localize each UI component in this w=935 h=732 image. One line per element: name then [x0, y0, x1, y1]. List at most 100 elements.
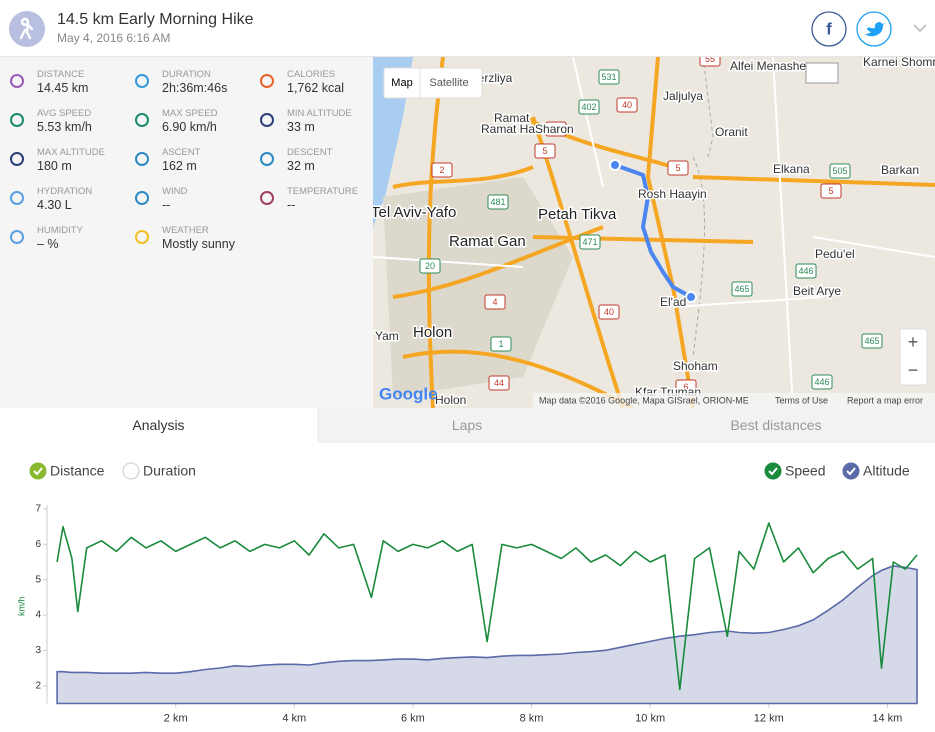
stat-value: 2h:36m:46s	[162, 81, 228, 95]
road-shield	[487, 194, 509, 210]
stats-panel: Distance 14.45 km Duration 2h:36m:46s Calori…	[0, 57, 373, 408]
twitter-glyph	[865, 22, 885, 37]
x-mode-toggle[interactable]	[122, 462, 140, 480]
map-roads	[373, 57, 935, 408]
stat-icon	[260, 74, 274, 88]
map-label: Beit Arye	[793, 284, 841, 298]
map-label: Karnei Shomron	[863, 57, 935, 69]
y-tick-label: 6	[35, 539, 41, 550]
y-tick-label: 5	[35, 574, 41, 585]
tab-best-distances[interactable]: Best distances	[617, 408, 935, 443]
road-shield	[820, 183, 842, 199]
map-label: Rosh Haayin	[638, 187, 707, 201]
stat-value: 4.30 L	[37, 198, 72, 212]
road-shield-label: 465	[864, 336, 879, 346]
map-label: Petah Tikva	[538, 206, 617, 223]
legend-label[interactable]: Speed	[785, 463, 825, 479]
terms-link[interactable]: Terms of Use	[775, 395, 828, 405]
header: 14.5 km Early Morning Hike May 4, 2016 6…	[0, 0, 935, 57]
map-highways	[392, 57, 935, 408]
x-tick-label: 4 km	[282, 712, 306, 724]
stat-label: Avg speed	[37, 108, 92, 119]
stat-value: --	[287, 198, 296, 212]
road-shield-label: 505	[832, 166, 847, 176]
expand-chevron[interactable]	[913, 24, 927, 33]
header-bg	[0, 0, 935, 57]
stat-icon	[10, 191, 24, 205]
stat-value: --	[162, 198, 171, 212]
stat-label: Duration	[162, 69, 211, 80]
stat-label: Ascent	[162, 147, 201, 158]
tab-analysis[interactable]: Analysis	[0, 408, 317, 443]
map-label: Tel Aviv-Yafo	[373, 204, 456, 221]
check-glyph	[768, 467, 778, 476]
facebook-button[interactable]	[811, 11, 847, 47]
google-logo: Google	[379, 384, 438, 403]
tab-laps[interactable]: Laps	[317, 408, 617, 443]
road-shield	[699, 57, 721, 67]
stat-label: Wind	[162, 186, 188, 197]
stat-label: Calories	[287, 69, 336, 80]
zoom-out[interactable]: −	[908, 360, 919, 380]
road-shield	[667, 160, 689, 176]
stat-value: 33 m	[287, 120, 315, 134]
zoom-control	[899, 328, 928, 386]
legend-toggle[interactable]	[764, 462, 782, 480]
road-shield-label: 20	[425, 261, 435, 271]
road-shield-label: 40	[622, 100, 632, 110]
map-label: Ramat	[494, 111, 530, 125]
road-shield-label: 481	[490, 197, 505, 207]
stat-icon	[10, 113, 24, 127]
satellite-button[interactable]: Satellite	[429, 77, 468, 89]
map-label: Yam	[375, 329, 399, 343]
map-label: Shoham	[673, 359, 718, 373]
legend-label[interactable]: Altitude	[863, 463, 910, 479]
route-end	[685, 291, 697, 303]
road-shield	[731, 281, 753, 297]
road-shield	[579, 234, 601, 250]
y-axis-label: km/h	[16, 596, 26, 616]
stat-icon	[260, 191, 274, 205]
road-shield	[545, 121, 567, 137]
map-label: El'ad	[660, 295, 686, 309]
legend-toggle[interactable]	[842, 462, 860, 480]
stat-icon	[135, 74, 149, 88]
x-tick-label: 10 km	[635, 712, 665, 724]
map-label: Jaljulya	[663, 89, 703, 103]
fullscreen-button[interactable]	[805, 62, 839, 84]
stat-label: Hydration	[37, 186, 93, 197]
speed-line	[56, 522, 918, 691]
stat-icon	[10, 74, 24, 88]
stat-icon	[260, 152, 274, 166]
x-mode-label[interactable]: Distance	[50, 463, 105, 479]
stat-icon	[10, 152, 24, 166]
report-link[interactable]: Report a map error	[847, 395, 923, 405]
stat-label: Distance	[37, 69, 85, 80]
y-tick-label: 4	[35, 610, 41, 621]
road-shield-label: 40	[604, 307, 614, 317]
road-shield-label: 5	[828, 186, 833, 196]
road-shield	[795, 263, 817, 279]
zoom-in[interactable]: +	[908, 332, 919, 352]
map-button[interactable]: Map	[391, 77, 412, 89]
x-tick-label: 8 km	[520, 712, 544, 724]
check-glyph	[33, 467, 43, 476]
road-shield	[811, 374, 833, 390]
x-mode-toggle[interactable]	[29, 462, 47, 480]
activity-title: 14.5 km Early Morning Hike	[57, 11, 254, 28]
x-mode-label[interactable]: Duration	[143, 463, 196, 479]
stat-value: 14.45 km	[37, 81, 89, 95]
road-shield	[431, 162, 453, 178]
stat-value: 180 m	[37, 159, 72, 173]
road-shield-label: 2	[439, 165, 444, 175]
y-tick-label: 3	[35, 645, 41, 656]
road-shield-label: 402	[581, 102, 596, 112]
road-shield	[490, 336, 512, 352]
analysis-chart: Distance Duration Speed Altitude 2 3 4 5 6 7 km/h 2…	[16, 462, 918, 724]
map-label: Ramat HaSharon	[481, 122, 574, 136]
road-shield-label: 55	[705, 57, 715, 64]
route-start	[609, 159, 621, 171]
stat-value: 1,762 kcal	[287, 81, 344, 95]
